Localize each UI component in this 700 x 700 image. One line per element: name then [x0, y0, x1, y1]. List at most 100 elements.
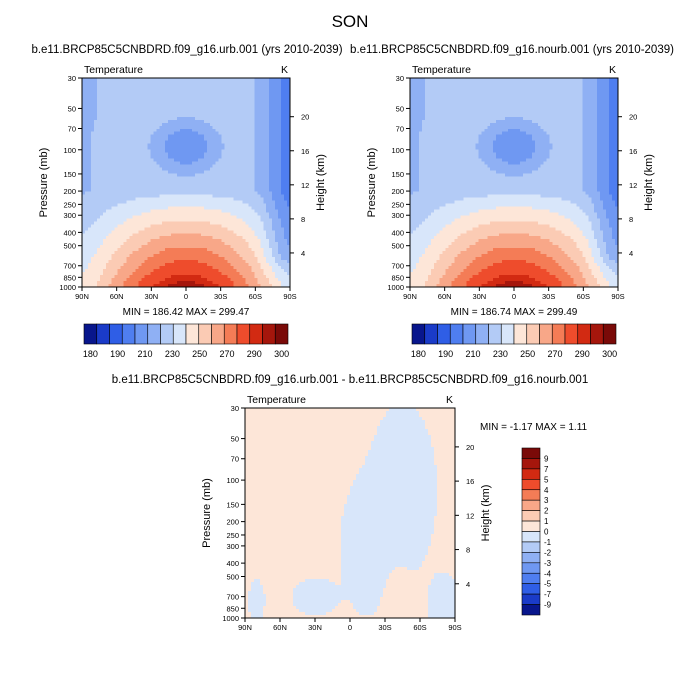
field-cell: [230, 83, 235, 88]
field-cell: [171, 86, 175, 91]
field-cell: [171, 113, 175, 118]
field-cell: [135, 107, 140, 112]
field-cell: [230, 101, 235, 106]
field-cell: [165, 110, 169, 115]
field-cell: [129, 95, 134, 100]
field-cell: [186, 95, 190, 100]
field-cell: [108, 95, 113, 100]
field-cell: [272, 116, 276, 121]
field-cell: [230, 128, 235, 133]
field-cell: [162, 113, 166, 118]
field-cell: [156, 83, 160, 88]
field-cell: [87, 104, 92, 109]
field-cell: [105, 119, 110, 124]
field-cell: [224, 122, 229, 127]
y-tick-label: 700: [63, 262, 76, 271]
field-cell: [135, 86, 140, 91]
field-cell: [135, 89, 140, 94]
field-cell: [177, 86, 181, 91]
field-cell: [257, 98, 261, 103]
field-cell: [284, 113, 288, 118]
field-cell: [108, 113, 113, 118]
field-cell: [203, 119, 208, 124]
field-cell: [218, 122, 223, 127]
colorbar-label: 270: [219, 349, 234, 359]
field-cell: [156, 98, 160, 103]
field-cell: [87, 125, 92, 130]
field-cell: [269, 119, 273, 124]
field-cell: [174, 125, 178, 130]
field-cell: [227, 80, 232, 85]
field-cell: [239, 110, 244, 115]
field-cell: [120, 119, 125, 124]
field-cell: [90, 95, 95, 100]
field-cell: [260, 125, 264, 130]
field-cell: [90, 131, 95, 136]
field-cell: [150, 101, 154, 106]
field-cell: [93, 128, 98, 133]
field-cell: [123, 83, 128, 88]
x-tick-label: 30S: [214, 292, 227, 301]
field-cell: [266, 78, 270, 82]
field-cell: [200, 113, 205, 118]
variable-label: Temperature: [84, 64, 143, 76]
field-cell: [108, 78, 113, 82]
field-cell: [266, 110, 270, 115]
field-cell: [215, 92, 220, 97]
field-cell: [84, 98, 89, 103]
field-cell: [248, 122, 252, 127]
field-cell: [212, 125, 217, 130]
field-cell: [87, 78, 92, 82]
field-cell: [90, 98, 95, 103]
field-cell: [269, 78, 273, 82]
field-cell: [183, 116, 187, 121]
field-cell: [188, 110, 193, 115]
field-cell: [236, 78, 241, 82]
field-cell: [117, 92, 122, 97]
field-cell: [218, 128, 223, 133]
field-cell: [171, 110, 175, 115]
panel-title: b.e11.BRCP85C5CNBDRD.f09_g16.nourb.001 (…: [350, 44, 674, 56]
field-cell: [191, 110, 196, 115]
field-cell: [236, 116, 241, 121]
field-cell: [159, 95, 163, 100]
field-cell: [180, 110, 184, 115]
field-cell: [263, 86, 267, 91]
field-cell: [275, 122, 279, 127]
field-cell: [200, 116, 205, 121]
field-cell: [165, 89, 169, 94]
field-cell: [230, 116, 235, 121]
field-cell: [230, 89, 235, 94]
field-cell: [269, 113, 273, 118]
field-cell: [84, 95, 89, 100]
field-cell: [135, 122, 140, 127]
field-cell: [227, 119, 232, 124]
field-cell: [263, 107, 267, 112]
field-cell: [162, 86, 166, 91]
field-cell: [215, 98, 220, 103]
field-cell: [123, 104, 128, 109]
field-cell: [111, 128, 116, 133]
field-cell: [132, 119, 137, 124]
field-cell: [117, 95, 122, 100]
field-cell: [108, 131, 113, 136]
field-cell: [99, 125, 104, 130]
field-cell: [254, 101, 258, 106]
field-cell: [171, 116, 175, 121]
field-cell: [147, 78, 151, 82]
field-cell: [197, 86, 202, 91]
field-cell: [275, 83, 279, 88]
field-cell: [254, 116, 258, 121]
field-cell: [108, 107, 113, 112]
field-cell: [96, 95, 101, 100]
colorbar-label: 290: [247, 349, 262, 359]
field-cell: [242, 86, 247, 91]
field-cell: [99, 110, 104, 115]
field-cell: [150, 89, 154, 94]
colorbar-swatch: [121, 323, 136, 345]
field-cell: [117, 104, 122, 109]
field-cell: [257, 104, 261, 109]
field-cell: [87, 80, 92, 85]
field-cell: [105, 128, 110, 133]
field-cell: [284, 122, 288, 127]
